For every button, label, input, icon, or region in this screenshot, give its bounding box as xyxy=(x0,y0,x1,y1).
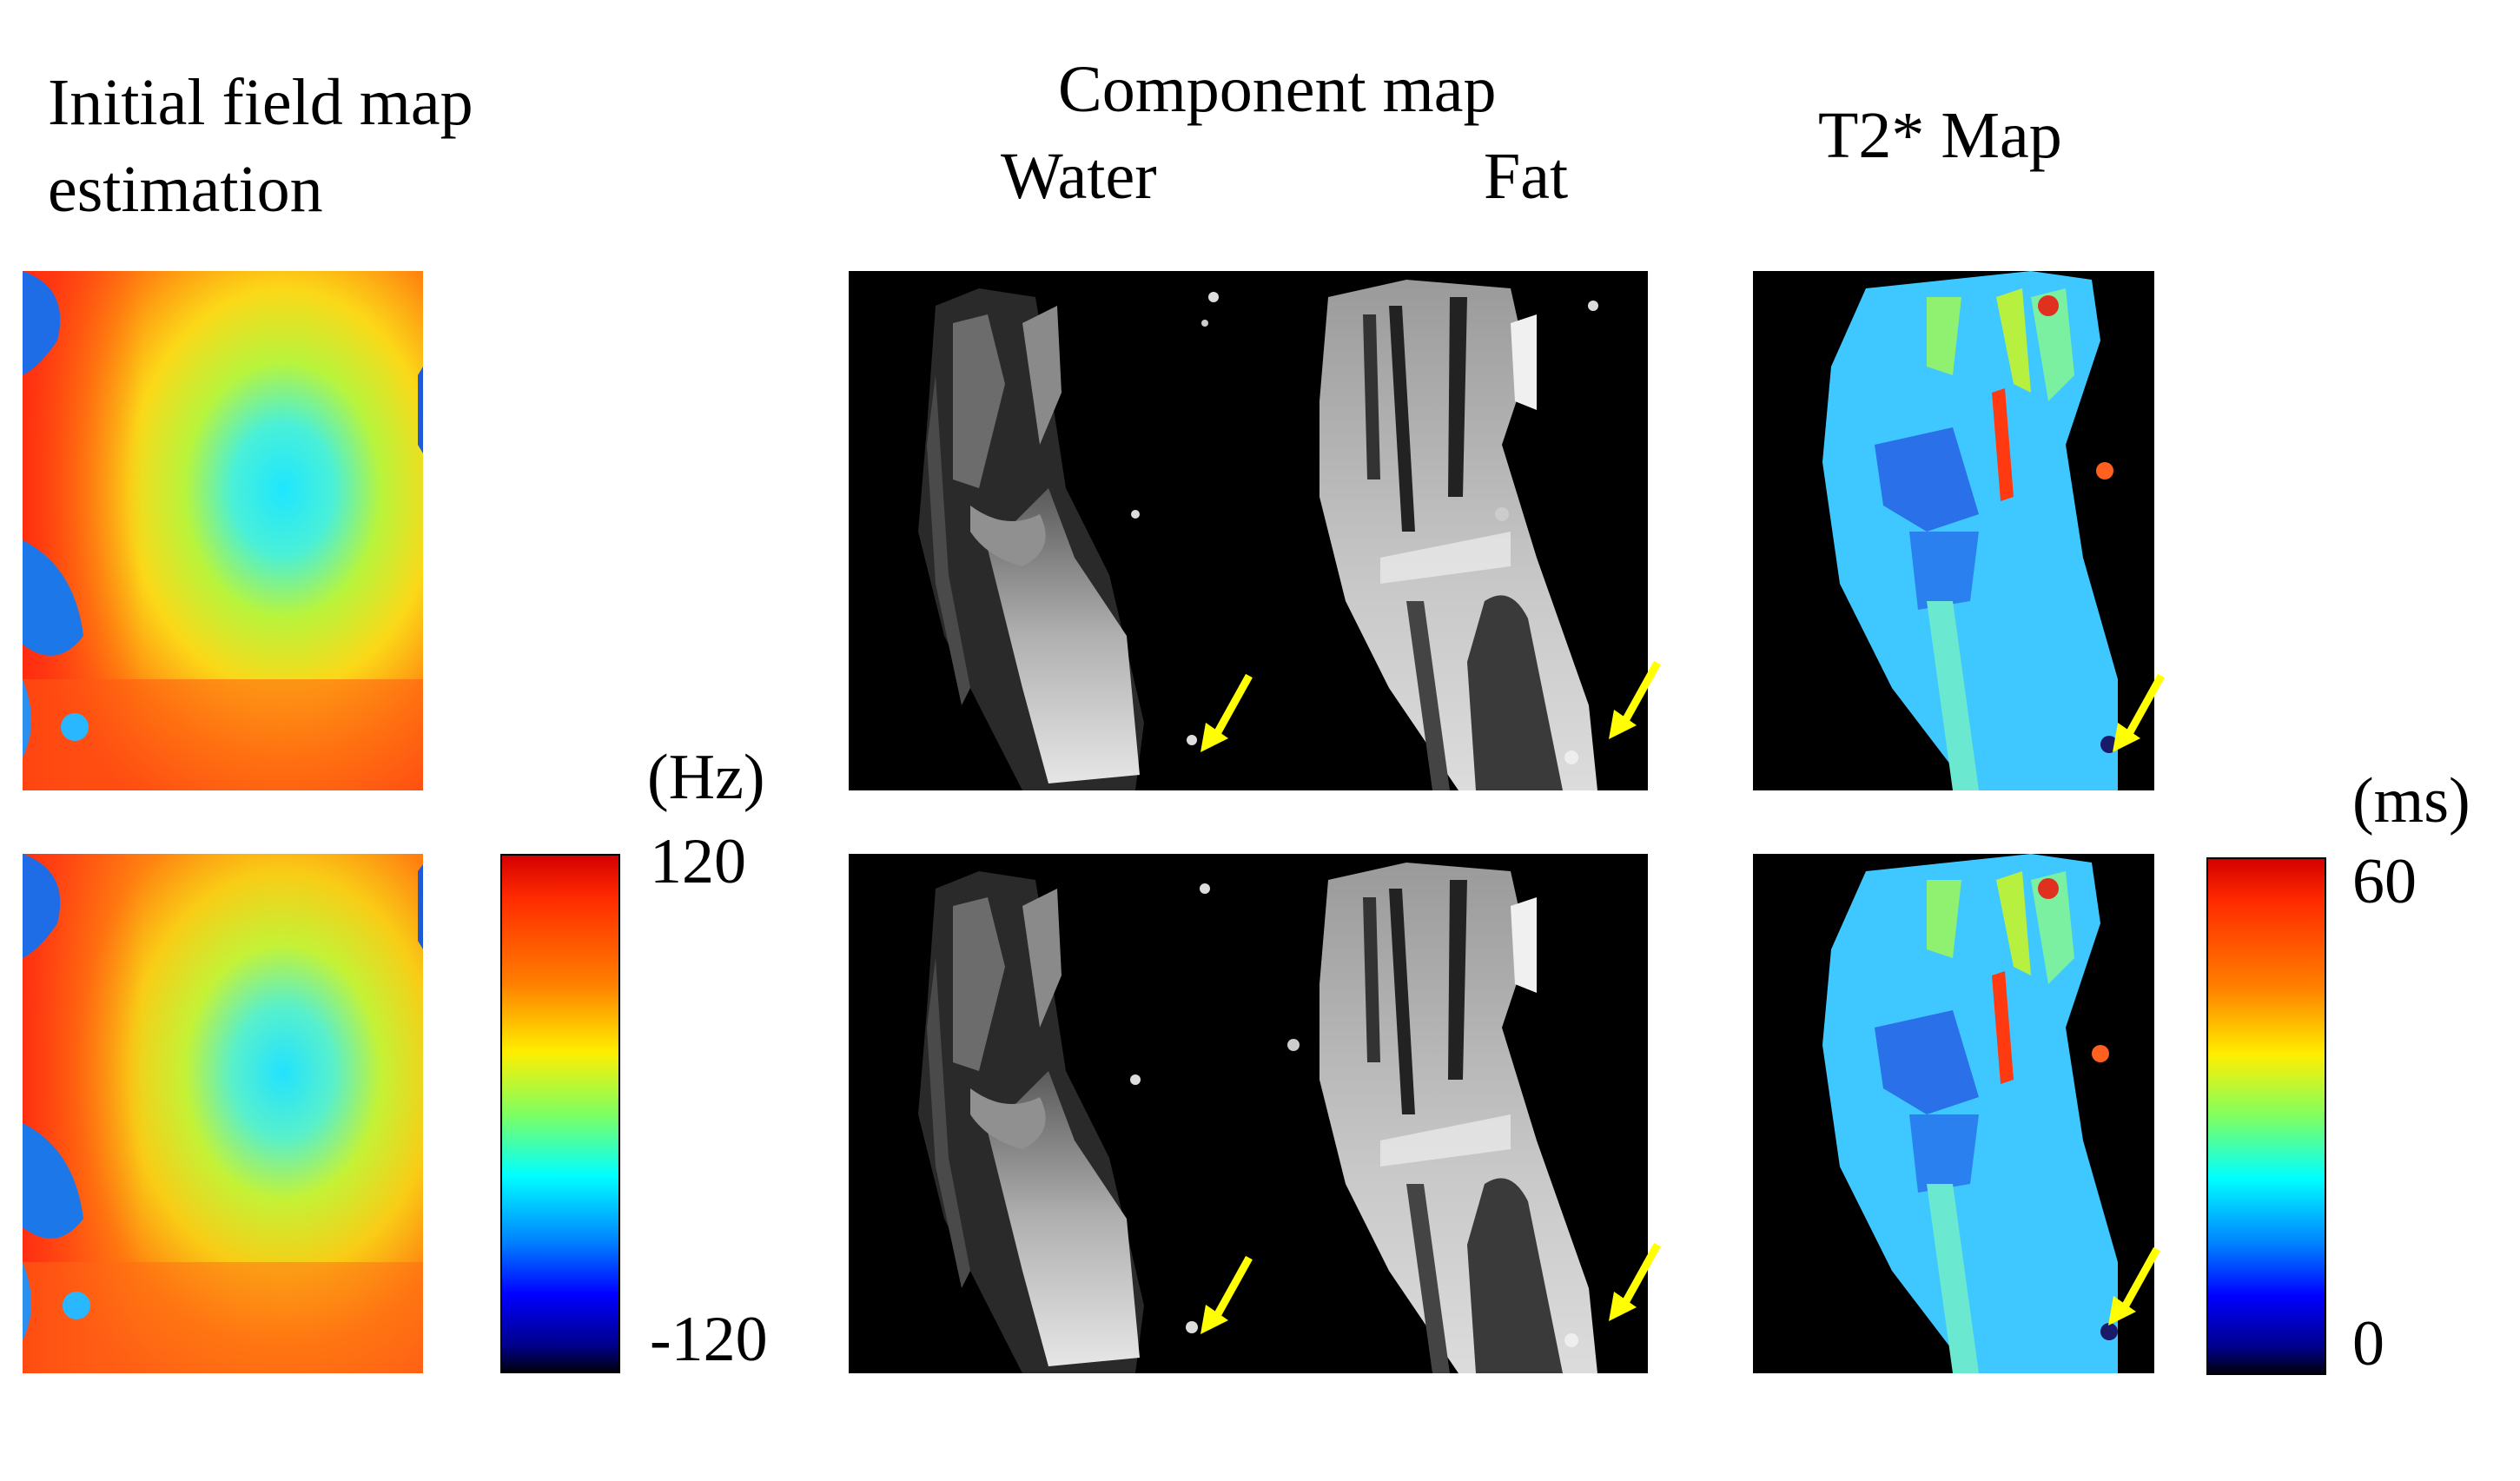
field-map-title-line1: Initial field map xyxy=(48,66,473,139)
t2star-map-panel-bottom xyxy=(1753,854,2154,1373)
arrow-icon xyxy=(1609,660,1661,739)
arrow-icon xyxy=(1609,1242,1661,1321)
fat-map-panel-top xyxy=(1250,271,1648,790)
arrow-icon xyxy=(1200,1255,1253,1334)
field-map-panel-top xyxy=(23,271,423,790)
water-map-panel-top xyxy=(849,271,1250,790)
field-map-title-line2: estimation xyxy=(48,153,323,226)
field-map-min-label: -120 xyxy=(650,1304,768,1375)
fat-map-panel-bottom xyxy=(1250,854,1648,1373)
t2star-max-label: 60 xyxy=(2352,846,2417,917)
fat-label: Fat xyxy=(1484,140,1569,213)
component-map-title: Component map xyxy=(1058,53,1497,126)
t2star-min-label: 0 xyxy=(2352,1308,2384,1379)
water-map-panel-bottom xyxy=(849,854,1250,1373)
t2star-map-title: T2* Map xyxy=(1818,99,2062,172)
t2star-colorbar xyxy=(2206,857,2326,1375)
arrow-icon xyxy=(1200,673,1253,752)
t2star-unit: (ms) xyxy=(2352,765,2470,836)
water-label: Water xyxy=(1001,140,1157,213)
field-map-unit: (Hz) xyxy=(647,742,765,813)
arrow-icon xyxy=(2108,1246,2160,1326)
t2star-map-panel-top xyxy=(1753,271,2154,790)
arrow-icon xyxy=(2113,673,2165,752)
field-map-panel-bottom xyxy=(23,854,423,1373)
field-map-max-label: 120 xyxy=(650,826,746,897)
field-map-colorbar xyxy=(500,854,620,1373)
